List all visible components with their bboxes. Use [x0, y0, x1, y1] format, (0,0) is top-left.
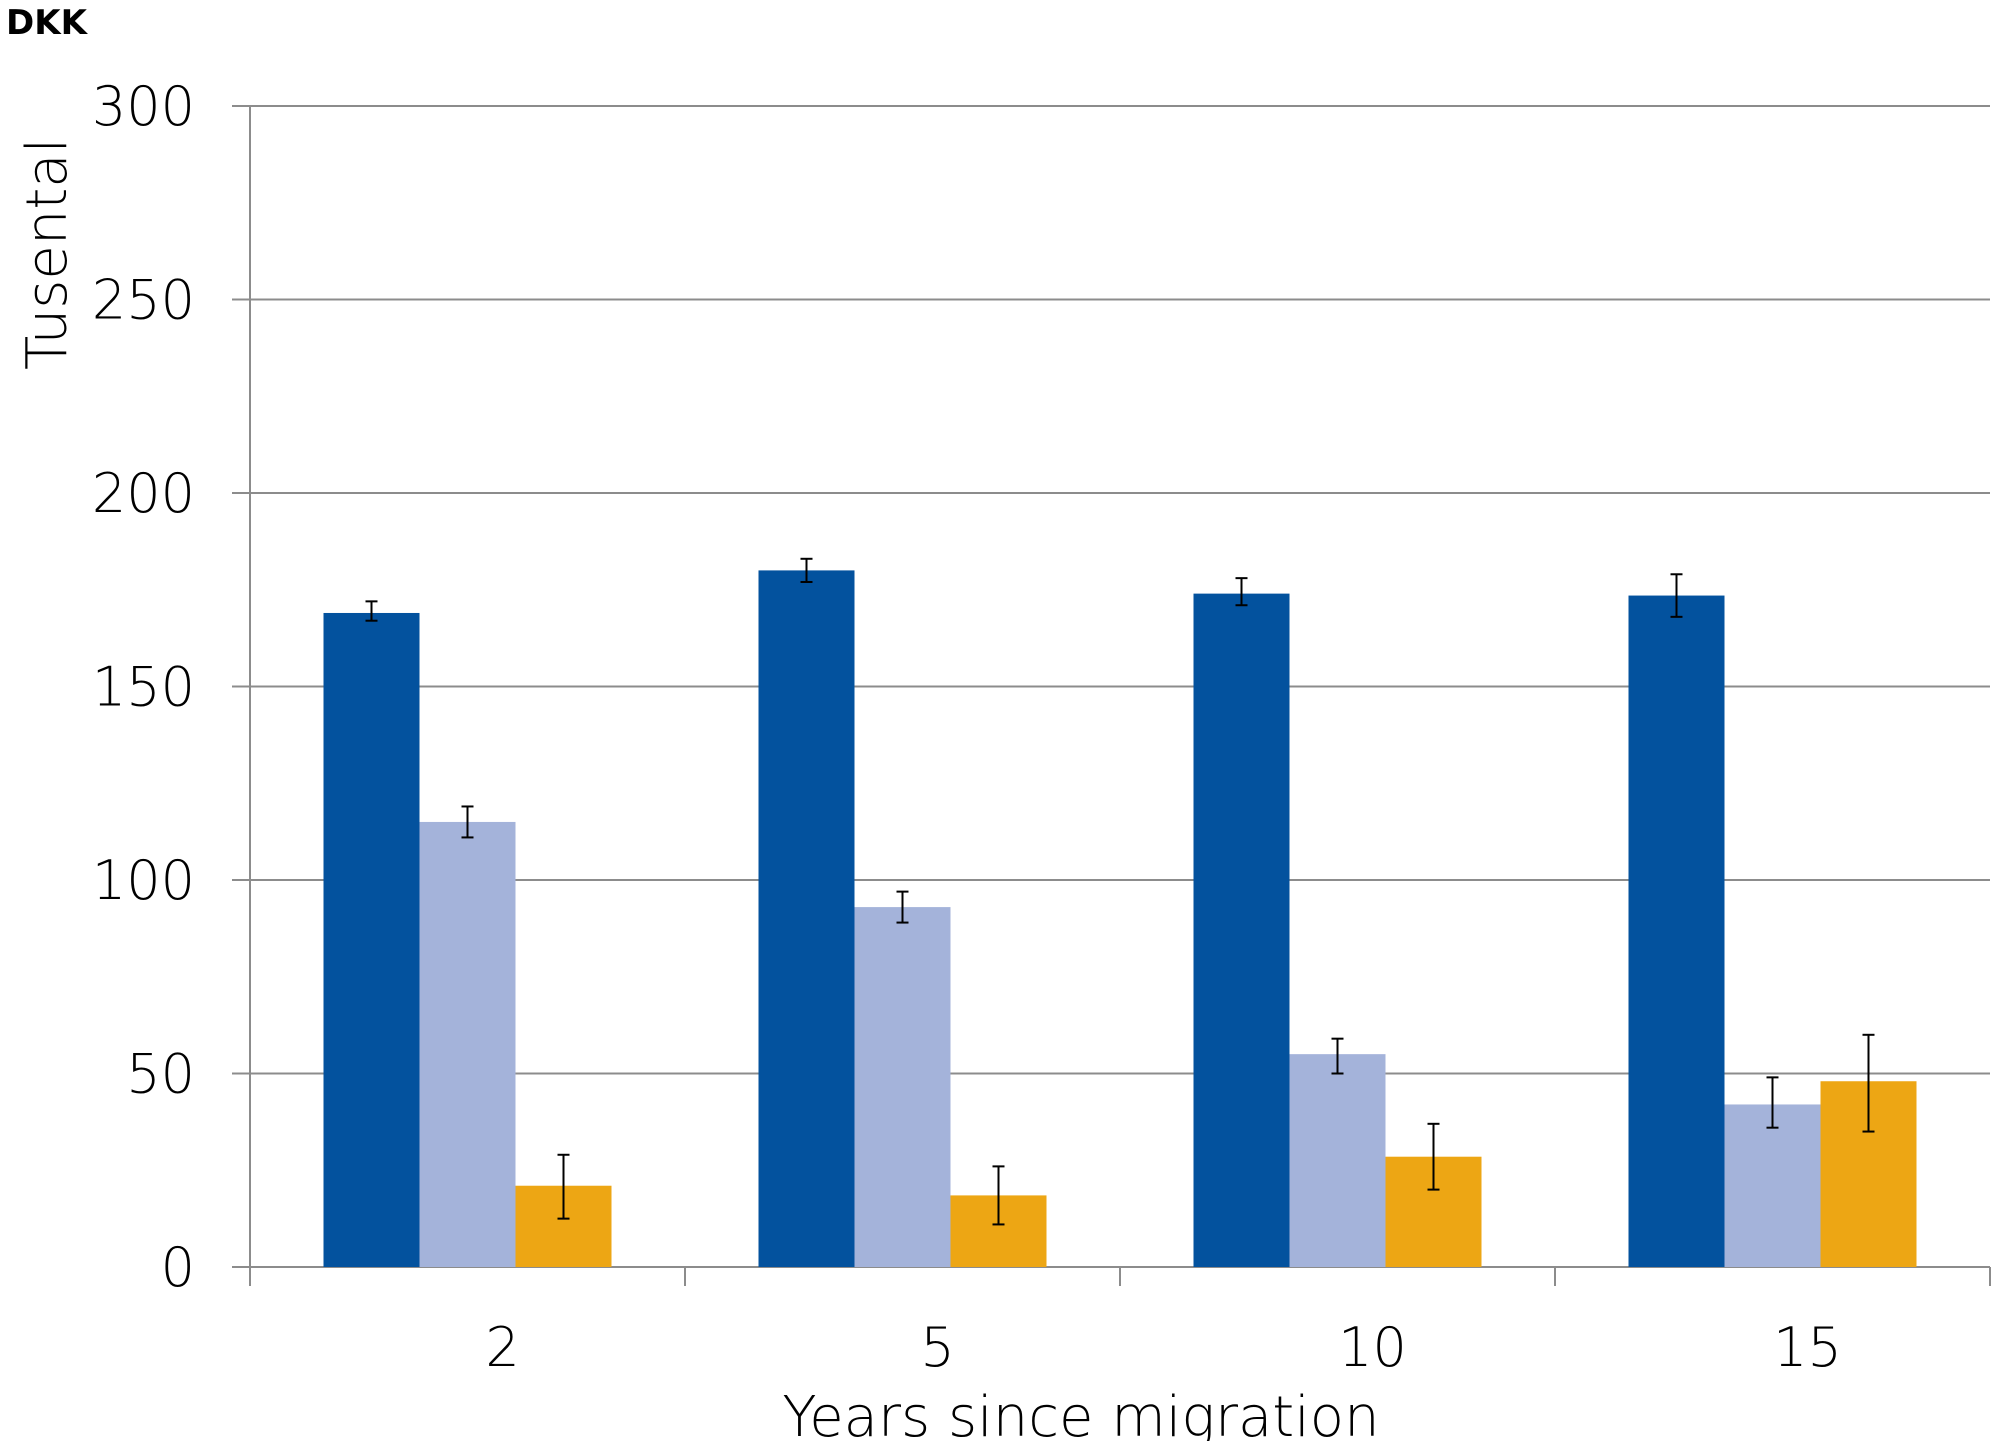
bar-5-s1	[758, 570, 855, 1267]
error-bar-5-s1	[800, 557, 813, 584]
error-bar-10-s1	[1235, 577, 1248, 607]
error-bar-15-s3	[1862, 1033, 1875, 1133]
unit-label: DKK	[6, 3, 89, 43]
error-bar-2-s1	[365, 600, 378, 622]
y-tick-label-300: 300	[92, 75, 195, 138]
y-axis-title: Tusental	[15, 138, 80, 370]
bar-2-s2	[419, 821, 516, 1267]
bar-5-s2	[854, 907, 951, 1267]
x-axis-title: Years since migration	[782, 1385, 1379, 1441]
error-bar-15-s2	[1766, 1076, 1779, 1129]
x-tick-label-2: 2	[485, 1316, 519, 1379]
x-tick-label-5: 5	[920, 1316, 954, 1379]
error-bar-15-s1	[1670, 573, 1683, 618]
grid-lines	[232, 105, 1990, 1286]
error-bar-2-s3	[557, 1153, 570, 1220]
bar-10-s2	[1289, 1054, 1386, 1267]
x-tick-label-15: 15	[1773, 1316, 1842, 1379]
y-tick-label-200: 200	[92, 462, 195, 525]
error-bar-10-s2	[1331, 1037, 1344, 1075]
error-bars	[365, 557, 1875, 1226]
bars	[323, 570, 1917, 1267]
x-axis	[249, 1267, 1991, 1286]
y-tick-label-250: 250	[92, 269, 195, 332]
y-tick-label-150: 150	[92, 656, 195, 719]
error-bar-2-s2	[461, 805, 474, 839]
error-bar-5-s3	[992, 1165, 1005, 1226]
bar-15-s1	[1628, 595, 1725, 1267]
bar-2-s1	[323, 612, 420, 1267]
x-tick-labels: 2 5 10 15	[485, 1316, 1842, 1379]
y-tick-label-0: 0	[161, 1236, 195, 1299]
y-tick-label-100: 100	[92, 849, 195, 912]
y-tick-labels: 0 50 100 150 200 250 300	[92, 75, 195, 1299]
x-tick-label-10: 10	[1338, 1316, 1407, 1379]
bar-10-s1	[1193, 593, 1290, 1267]
bar-15-s2	[1724, 1104, 1821, 1267]
y-tick-label-50: 50	[126, 1043, 195, 1106]
error-bar-10-s3	[1427, 1122, 1440, 1191]
error-bar-5-s2	[896, 890, 909, 924]
